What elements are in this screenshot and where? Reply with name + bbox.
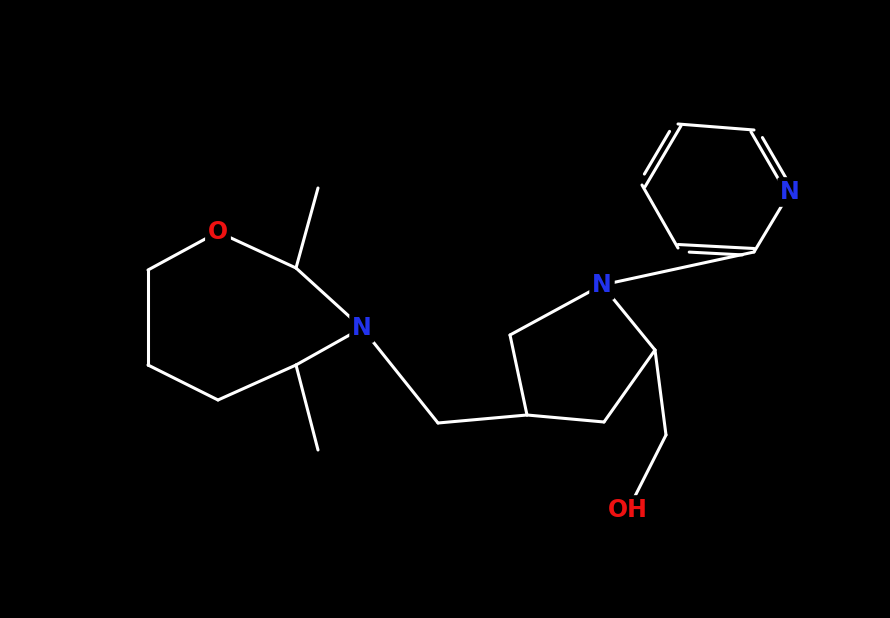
Text: N: N xyxy=(352,316,372,340)
Text: N: N xyxy=(592,273,612,297)
Text: OH: OH xyxy=(608,498,648,522)
Text: O: O xyxy=(208,220,228,244)
Text: N: N xyxy=(781,180,800,204)
